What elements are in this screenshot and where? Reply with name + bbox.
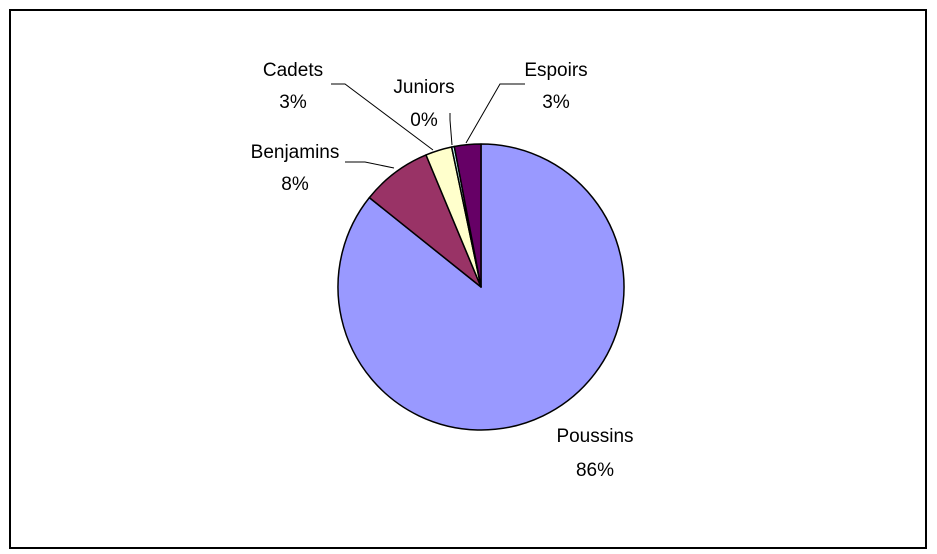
pie-slice-poussins (337, 143, 625, 431)
slice-category-label: Benjamins (251, 142, 340, 163)
slice-percent-label: 8% (281, 174, 309, 195)
slice-percent-label: 3% (542, 92, 570, 113)
leader-line-benjamins (345, 161, 395, 169)
pie-slices (337, 143, 625, 431)
slice-category-label: Poussins (556, 426, 633, 447)
slice-percent-label: 3% (279, 92, 307, 113)
slice-labels: Poussins 86% Benjamins 8% Cadets 3% Juniors 0% E… (251, 60, 634, 481)
slice-category-label: Cadets (263, 60, 323, 81)
leader-line-cadets (331, 83, 434, 151)
slice-percent-label: 86% (576, 460, 614, 481)
slice-category-label: Juniors (393, 77, 454, 98)
leader-line-espoirs (465, 83, 525, 144)
leader-line-juniors (449, 113, 453, 146)
slice-percent-label: 0% (410, 110, 438, 131)
slice-category-label: Espoirs (524, 60, 587, 81)
pie-slice-espoirs (453, 143, 482, 288)
leader-lines (331, 83, 525, 169)
